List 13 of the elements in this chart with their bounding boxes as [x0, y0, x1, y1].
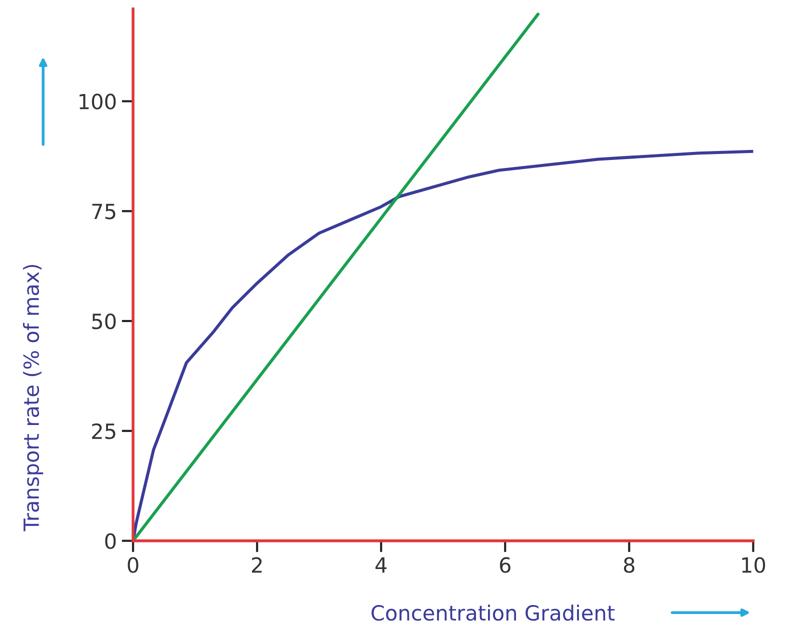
- x-tick-label: 0: [128, 557, 138, 573]
- y-tick-label: 25: [92, 423, 116, 440]
- x-tick-label: 4: [376, 557, 387, 573]
- y-tick-label: 100: [80, 94, 116, 110]
- x-tick-label: 8: [624, 557, 634, 573]
- y-tick-label: 50: [92, 313, 116, 330]
- x-tick-label: 10: [742, 557, 766, 573]
- y-tick-label: 0: [105, 533, 116, 550]
- x-tick-label: 6: [500, 557, 510, 573]
- y-axis-title: Transport rate (% of max): [22, 264, 44, 532]
- y-tick-label: 75: [92, 204, 116, 220]
- x-axis-title: Concentration Gradient: [372, 604, 615, 621]
- x-tick-label: 2: [252, 557, 262, 573]
